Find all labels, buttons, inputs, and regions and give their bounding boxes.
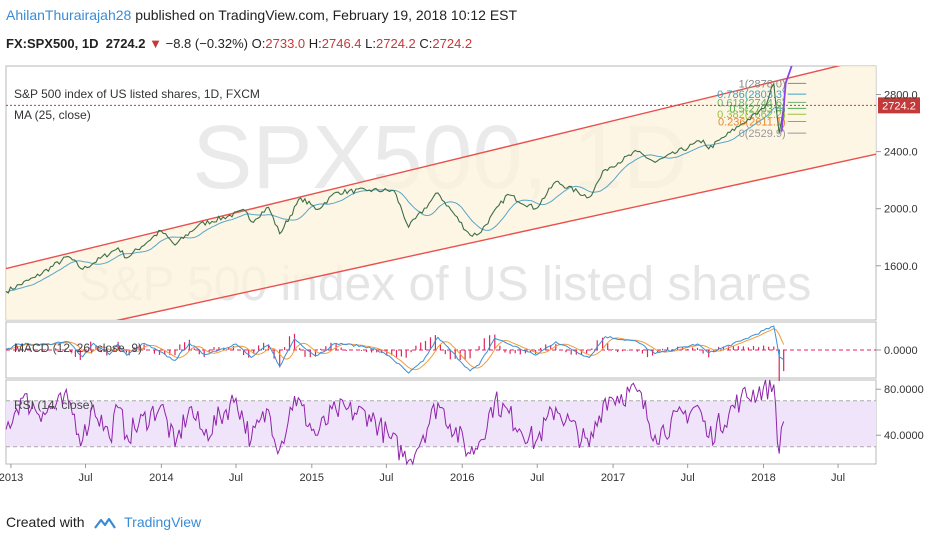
price-axis[interactable]: 2800.0 2400.0 2000.0 1600.0 0.0000 80.0000 40.…: [876, 90, 924, 443]
symbol-header: FX:SPX500, 1D 2724.2 ▼ −8.8 (−0.32%) O:2…: [6, 36, 472, 51]
x-tick-label: Jul: [229, 472, 243, 484]
high-label: H:: [308, 36, 322, 51]
rsi-line: [5, 379, 785, 466]
price-label-text: 2724.2: [882, 100, 916, 112]
x-tick-label: 2016: [450, 472, 474, 484]
y-tick-label: 2400.0: [884, 147, 918, 159]
projection-line[interactable]: [780, 66, 793, 132]
x-tick-label: Jul: [379, 472, 393, 484]
fib-level-label: 0.5(2703.4): [729, 103, 785, 115]
macd-signal-line: [5, 328, 785, 371]
chart-area[interactable]: SPX500, 1D S&P 500 index of US listed sh…: [0, 60, 932, 496]
channel-lower-line[interactable]: [6, 153, 876, 345]
price-label: [878, 97, 920, 114]
tradingview-logo-icon: [94, 518, 117, 529]
x-tick-label: 2017: [601, 472, 625, 484]
macd-legend[interactable]: MACD (12, 26, close, 9): [14, 341, 142, 355]
created-with-text: Created with: [6, 514, 85, 530]
open-label: O:: [251, 36, 266, 51]
last-price: 2724.2: [105, 36, 146, 51]
publish-header: AhilanThurairajah28 published on Trading…: [6, 7, 517, 23]
fib-level-label: 0.382(2662.2): [717, 109, 786, 121]
fib-level-label: 0.618(2744.6): [717, 97, 786, 109]
x-tick-label: 2013: [0, 472, 23, 484]
tradingview-brand[interactable]: TradingView: [124, 514, 202, 530]
low-label: L:: [365, 36, 376, 51]
y-tick-label: 40.0000: [884, 430, 924, 442]
rsi-band: [6, 400, 876, 447]
y-tick-label: 0.0000: [884, 345, 918, 357]
channel-upper-line[interactable]: [6, 60, 876, 270]
symbol-name[interactable]: FX:SPX500, 1D: [6, 36, 99, 51]
ma-legend[interactable]: MA (25, close): [14, 108, 91, 122]
fib-level-label: 0.236(2611.1): [718, 117, 786, 129]
rsi-legend[interactable]: RSI (14, close): [14, 398, 93, 412]
published-text: published on TradingView.com, February 1…: [135, 7, 518, 23]
footer: Created with TradingView: [6, 514, 201, 530]
y-tick-label: 80.0000: [884, 384, 924, 396]
time-axis[interactable]: 2013 Jul 2014 Jul 2015 Jul 2016 Jul 2017 Jul 2018 J…: [0, 464, 845, 484]
price-line: [5, 82, 785, 294]
x-tick-label: 2015: [300, 472, 324, 484]
x-tick-label: Jul: [79, 472, 93, 484]
channel-fill: [6, 66, 876, 320]
price-change: −8.8 (−0.32%): [165, 36, 249, 51]
fib-level-label: 0(2529.9): [739, 128, 786, 140]
x-tick-label: Jul: [681, 472, 695, 484]
low-value: 2724.2: [376, 36, 416, 51]
x-tick-label: Jul: [831, 472, 845, 484]
y-tick-label: 2000.0: [884, 204, 918, 216]
macd-line: [5, 325, 784, 374]
close-label: C:: [419, 36, 433, 51]
main-pane-frame: [5, 65, 877, 321]
y-tick-label: 1600.0: [884, 261, 918, 273]
down-arrow-icon: ▼: [149, 36, 162, 51]
close-value: 2724.2: [432, 36, 473, 51]
author-link[interactable]: AhilanThurairajah28: [6, 7, 132, 23]
x-tick-label: Jul: [530, 472, 544, 484]
x-tick-label: 2014: [149, 472, 173, 484]
x-tick-label: 2018: [751, 472, 775, 484]
open-value: 2733.0: [265, 36, 306, 51]
high-value: 2746.4: [321, 36, 362, 51]
main-title: S&P 500 index of US listed shares, 1D, F…: [14, 87, 260, 101]
y-tick-label: 2800.0: [884, 90, 918, 102]
